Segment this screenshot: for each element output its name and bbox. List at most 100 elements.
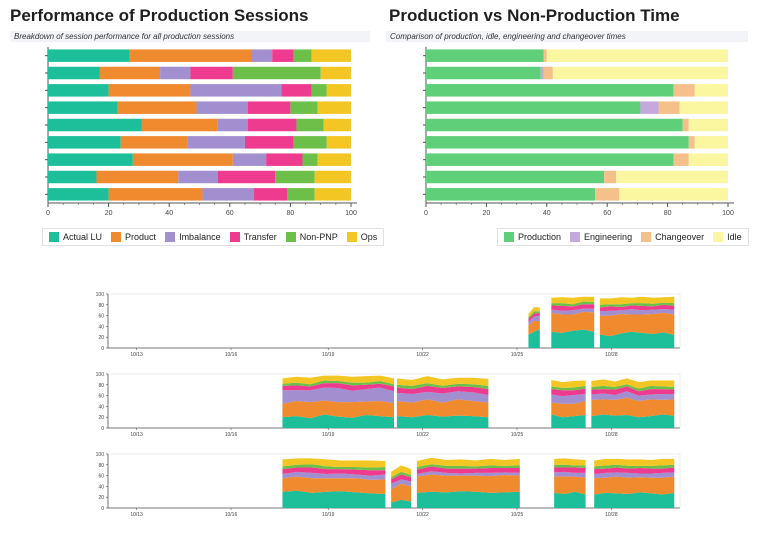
- area-actual-lu[interactable]: [551, 414, 586, 429]
- bar-segment-transfer[interactable]: [247, 101, 291, 114]
- bar-segment-production[interactable]: [426, 188, 596, 201]
- bar-segment-transfer[interactable]: [244, 136, 294, 149]
- bar-segment-transfer[interactable]: [254, 188, 288, 201]
- bar-segment-ops[interactable]: [320, 66, 351, 80]
- area-transfer[interactable]: [599, 304, 675, 312]
- bar-segment-changeover[interactable]: [673, 84, 695, 97]
- area-imbalance[interactable]: [551, 308, 595, 315]
- bar-segment-ops[interactable]: [323, 118, 351, 132]
- area-ops[interactable]: [551, 296, 595, 305]
- bar-segment-actual-lu[interactable]: [48, 170, 97, 184]
- bar-segment-imbalance[interactable]: [187, 136, 245, 149]
- area-transfer[interactable]: [551, 304, 595, 311]
- area-ops[interactable]: [594, 458, 675, 467]
- legend-item[interactable]: Transfer: [229, 232, 277, 242]
- bar-segment-product[interactable]: [141, 118, 218, 132]
- area-ops[interactable]: [599, 296, 675, 305]
- area-imbalance[interactable]: [416, 471, 520, 477]
- bar-segment-transfer[interactable]: [247, 118, 297, 132]
- area-actual-lu[interactable]: [282, 414, 394, 429]
- area-imbalance[interactable]: [396, 391, 489, 403]
- area-non-pnp[interactable]: [594, 464, 675, 470]
- bar-segment-production[interactable]: [426, 66, 541, 80]
- area-actual-lu[interactable]: [391, 499, 412, 508]
- area-ops[interactable]: [391, 465, 412, 478]
- bar-segment-production[interactable]: [426, 101, 641, 114]
- area-product[interactable]: [528, 321, 540, 335]
- area-imbalance[interactable]: [594, 472, 675, 479]
- bar-segment-imbalance[interactable]: [217, 118, 248, 132]
- legend-item[interactable]: Production: [504, 232, 561, 242]
- bar-segment-production[interactable]: [426, 170, 605, 184]
- bar-segment-non-pnp[interactable]: [293, 136, 327, 149]
- area-non-pnp[interactable]: [599, 302, 675, 308]
- area-product[interactable]: [416, 474, 520, 493]
- bar-segment-transfer[interactable]: [272, 49, 294, 62]
- area-actual-lu[interactable]: [591, 414, 675, 429]
- area-ops[interactable]: [416, 457, 520, 467]
- area-ops[interactable]: [396, 376, 489, 386]
- bar-segment-idle[interactable]: [546, 49, 728, 62]
- area-imbalance[interactable]: [282, 471, 386, 480]
- area-transfer[interactable]: [551, 388, 586, 397]
- area-actual-lu[interactable]: [599, 331, 675, 348]
- area-ops[interactable]: [551, 379, 586, 389]
- bar-segment-non-pnp[interactable]: [290, 101, 318, 114]
- bar-segment-ops[interactable]: [326, 136, 351, 149]
- bar-segment-non-pnp[interactable]: [302, 153, 318, 166]
- area-non-pnp[interactable]: [554, 464, 586, 469]
- bar-segment-imbalance[interactable]: [202, 188, 255, 201]
- bar-segment-non-pnp[interactable]: [311, 84, 327, 97]
- bar-segment-ops[interactable]: [314, 188, 351, 201]
- area-transfer[interactable]: [594, 467, 675, 474]
- area-product[interactable]: [282, 476, 386, 494]
- bar-segment-ops[interactable]: [314, 170, 351, 184]
- legend-item[interactable]: Ops: [346, 232, 377, 242]
- bar-segment-imbalance[interactable]: [190, 84, 282, 97]
- bar-segment-actual-lu[interactable]: [48, 84, 109, 97]
- bar-segment-engineering[interactable]: [540, 66, 544, 80]
- bar-segment-changeover[interactable]: [682, 118, 689, 132]
- area-product[interactable]: [282, 400, 394, 419]
- area-product[interactable]: [554, 476, 586, 495]
- area-ops[interactable]: [554, 458, 586, 466]
- legend-item[interactable]: Imbalance: [165, 232, 221, 242]
- bar-segment-product[interactable]: [108, 188, 203, 201]
- bar-segment-imbalance[interactable]: [251, 49, 273, 62]
- area-product[interactable]: [551, 401, 586, 418]
- area-non-pnp[interactable]: [282, 464, 386, 471]
- bar-segment-actual-lu[interactable]: [48, 66, 100, 80]
- bar-segment-production[interactable]: [426, 84, 674, 97]
- bar-segment-production[interactable]: [426, 118, 683, 132]
- bar-segment-idle[interactable]: [616, 170, 728, 184]
- bar-segment-imbalance[interactable]: [196, 101, 248, 114]
- area-imbalance[interactable]: [599, 309, 675, 316]
- bar-segment-imbalance[interactable]: [160, 66, 191, 80]
- bar-segment-changeover[interactable]: [543, 66, 553, 80]
- legend-item[interactable]: Idle: [713, 232, 742, 242]
- area-transfer[interactable]: [591, 386, 675, 396]
- area-actual-lu[interactable]: [528, 329, 540, 348]
- bar-segment-transfer[interactable]: [190, 66, 233, 80]
- bar-segment-non-pnp[interactable]: [293, 49, 312, 62]
- area-product[interactable]: [396, 399, 489, 418]
- area-imbalance[interactable]: [551, 393, 586, 404]
- bar-segment-actual-lu[interactable]: [48, 188, 109, 201]
- bar-segment-non-pnp[interactable]: [232, 66, 321, 80]
- bar-segment-ops[interactable]: [317, 101, 351, 114]
- area-transfer[interactable]: [282, 467, 386, 476]
- bar-segment-idle[interactable]: [694, 84, 728, 97]
- bar-segment-transfer[interactable]: [281, 84, 312, 97]
- area-actual-lu[interactable]: [594, 492, 675, 508]
- bar-segment-idle[interactable]: [688, 118, 728, 132]
- area-ops[interactable]: [528, 306, 540, 318]
- area-product[interactable]: [599, 312, 675, 337]
- bar-segment-changeover[interactable]: [673, 153, 689, 166]
- bar-segment-transfer[interactable]: [217, 170, 276, 184]
- area-product[interactable]: [594, 476, 675, 495]
- bar-segment-non-pnp[interactable]: [287, 188, 315, 201]
- bar-segment-changeover[interactable]: [604, 170, 617, 184]
- bar-segment-production[interactable]: [426, 49, 544, 62]
- bar-segment-idle[interactable]: [619, 188, 728, 201]
- area-non-pnp[interactable]: [396, 383, 489, 390]
